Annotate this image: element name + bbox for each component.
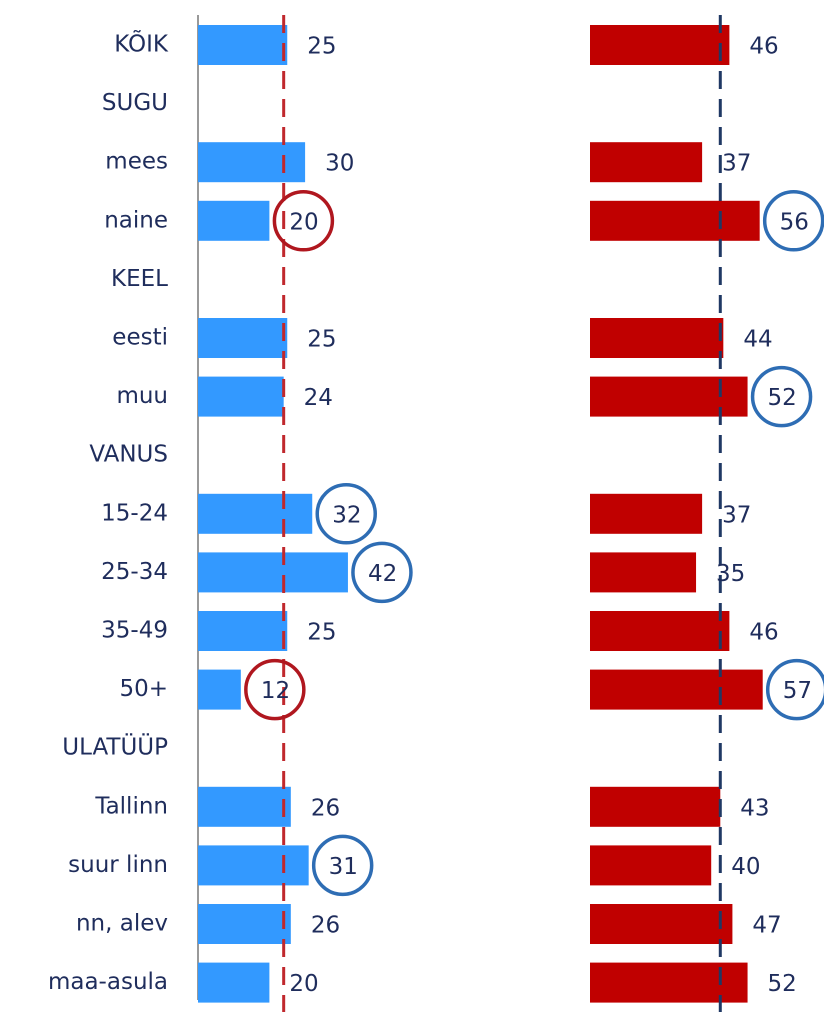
value-label: 25 bbox=[307, 620, 336, 646]
category-label: SUGU bbox=[102, 90, 168, 116]
value-label: 37 bbox=[722, 151, 751, 177]
bar bbox=[590, 552, 697, 593]
value-label: 40 bbox=[731, 854, 760, 880]
bar bbox=[590, 25, 730, 65]
bar bbox=[590, 962, 748, 1003]
category-label: muu bbox=[116, 383, 168, 409]
value-label: 57 bbox=[783, 678, 812, 704]
value-label: 26 bbox=[311, 913, 340, 939]
category-label: 25-34 bbox=[101, 559, 168, 585]
bar bbox=[590, 376, 748, 417]
category-label: Tallinn bbox=[94, 793, 168, 819]
value-label: 52 bbox=[768, 971, 797, 997]
category-label: 50+ bbox=[119, 676, 168, 702]
value-label: 25 bbox=[307, 34, 336, 60]
bar bbox=[590, 904, 733, 944]
category-label: maa-asula bbox=[48, 969, 168, 995]
value-label: 35 bbox=[716, 561, 745, 587]
bar bbox=[590, 669, 763, 710]
bar bbox=[590, 786, 721, 827]
bar bbox=[198, 786, 291, 827]
highlight-circle bbox=[750, 365, 813, 428]
highlight-circle bbox=[244, 658, 306, 721]
category-label: 35-49 bbox=[101, 618, 168, 644]
bar bbox=[590, 142, 703, 183]
bar bbox=[198, 845, 309, 886]
highlight-circle bbox=[765, 658, 824, 721]
bar bbox=[198, 904, 291, 944]
highlight-circle bbox=[315, 483, 377, 545]
bar bbox=[198, 493, 313, 534]
bar bbox=[198, 318, 288, 358]
category-label: eesti bbox=[112, 325, 168, 351]
category-label: ULATÜÜP bbox=[62, 733, 168, 761]
value-label: 44 bbox=[743, 327, 772, 353]
value-label: 25 bbox=[307, 327, 336, 353]
value-label: 20 bbox=[289, 209, 318, 235]
value-label: 26 bbox=[311, 795, 340, 821]
value-label: 43 bbox=[740, 795, 769, 821]
bar bbox=[590, 200, 760, 241]
value-label: 24 bbox=[304, 385, 333, 411]
highlight-circle bbox=[762, 190, 824, 252]
category-label: VANUS bbox=[89, 442, 168, 468]
value-label: 52 bbox=[768, 385, 797, 411]
value-label: 46 bbox=[749, 34, 778, 60]
bar bbox=[198, 142, 306, 183]
bar bbox=[198, 611, 288, 651]
bar bbox=[590, 493, 703, 534]
bar bbox=[198, 552, 348, 593]
category-label: suur linn bbox=[68, 852, 168, 878]
bar bbox=[198, 962, 270, 1003]
category-label: naine bbox=[104, 207, 168, 233]
value-label: 12 bbox=[261, 678, 290, 704]
bar bbox=[590, 845, 712, 886]
category-label: nn, alev bbox=[76, 911, 168, 937]
bar bbox=[198, 669, 241, 710]
category-label: mees bbox=[105, 149, 168, 175]
value-label: 47 bbox=[752, 913, 781, 939]
value-label: 31 bbox=[329, 854, 358, 880]
bar bbox=[198, 25, 288, 65]
bar bbox=[198, 376, 284, 417]
category-label: KEEL bbox=[111, 266, 168, 292]
category-label: KÕIK bbox=[114, 29, 169, 58]
highlight-circle bbox=[351, 541, 413, 604]
value-label: 30 bbox=[325, 151, 354, 177]
category-label: 15-24 bbox=[101, 500, 168, 526]
value-label: 20 bbox=[289, 971, 318, 997]
bar bbox=[590, 611, 730, 651]
bar bbox=[590, 318, 724, 358]
highlight-circle bbox=[272, 190, 335, 252]
highlight-circle bbox=[311, 834, 374, 897]
value-label: 46 bbox=[749, 620, 778, 646]
bar bbox=[198, 200, 270, 241]
value-label: 32 bbox=[332, 502, 361, 528]
value-label: 42 bbox=[368, 561, 397, 587]
value-label: 56 bbox=[780, 209, 809, 235]
value-label: 37 bbox=[722, 502, 751, 528]
